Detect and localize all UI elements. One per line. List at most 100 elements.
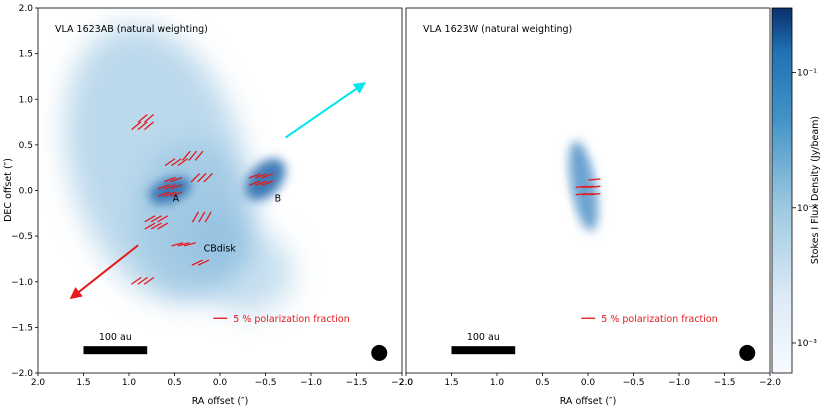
polarization-vector xyxy=(575,192,588,196)
x-tick-label: −2.0 xyxy=(759,378,781,388)
colorbar-label: Stokes I Flux Density (Jy/beam) xyxy=(810,116,821,264)
polarization-vector xyxy=(150,215,162,223)
x-tick-label: 0.0 xyxy=(213,378,228,388)
y-tick-label: 1.5 xyxy=(19,50,33,60)
polarization-vector xyxy=(157,222,169,230)
polarization-vector xyxy=(248,173,261,179)
x-tick-label: 1.5 xyxy=(76,378,90,388)
colorbar-tick-label: 10⁻³ xyxy=(797,339,817,349)
emission-blob xyxy=(179,204,252,268)
colorbar-tick-label: 10⁻¹ xyxy=(797,69,817,79)
pol-legend-label: 5 % polarization fraction xyxy=(601,314,717,325)
polarization-vector xyxy=(130,276,142,285)
polarization-vector xyxy=(588,178,601,181)
polarization-vector xyxy=(191,211,199,223)
x-tick-label: 0.5 xyxy=(535,378,549,388)
y-tick-label: 1.0 xyxy=(19,95,34,105)
polarization-vector xyxy=(144,222,156,230)
colorbar: 10⁻¹ 10⁻² 10⁻³ Stokes I Flux Density (Jy/b… xyxy=(771,7,821,374)
polarization-vector xyxy=(188,150,198,161)
polarization-vector xyxy=(197,259,210,266)
source-label: B xyxy=(275,193,282,204)
scale-bar xyxy=(451,346,516,355)
source-label: A xyxy=(173,193,180,204)
polarization-vector xyxy=(157,184,170,190)
source-label: CBdisk xyxy=(204,244,237,255)
polarization-vector xyxy=(170,176,183,183)
polarization-vector xyxy=(255,173,267,179)
emission-blob xyxy=(574,161,593,220)
polarization-vector xyxy=(164,184,176,190)
x-tick-label: 1.0 xyxy=(122,378,137,388)
polarization-vector xyxy=(197,173,207,183)
y-axis-label: DEC offset (″) xyxy=(3,158,14,222)
scale-bar-label: 100 au xyxy=(467,332,500,343)
polarization-vector xyxy=(150,222,162,230)
polarization-vector xyxy=(171,158,182,167)
panel-title: VLA 1623W (natural weighting) xyxy=(423,24,572,35)
polarization-vector xyxy=(170,184,183,190)
polarization-vector xyxy=(575,185,588,189)
x-tick-label: −2.0 xyxy=(391,378,413,388)
x-tick-label: −1.0 xyxy=(300,378,322,388)
x-axis-label: RA offset (″) xyxy=(192,396,249,407)
panel-title: VLA 1623AB (natural weighting) xyxy=(55,24,208,35)
x-tick-label: 2.0 xyxy=(31,378,46,388)
y-tick-label: 0.5 xyxy=(19,141,33,151)
polarization-vector xyxy=(144,114,155,123)
polarization-vector xyxy=(255,180,267,186)
intensity-map xyxy=(65,25,293,314)
y-tick-label: −2.0 xyxy=(11,369,33,379)
polarization-vector xyxy=(164,176,176,183)
polarization-vector xyxy=(261,180,274,186)
polarization-vector xyxy=(144,215,156,223)
polarization-vector xyxy=(198,211,206,223)
scale-bar-label: 100 au xyxy=(99,332,132,343)
colorbar-tick-label: 10⁻² xyxy=(797,204,817,214)
beam-ellipse xyxy=(371,344,388,361)
polarization-vector xyxy=(261,173,274,179)
polarization-vector xyxy=(144,121,155,131)
polarization-vector xyxy=(177,158,188,167)
x-tick-label: −1.5 xyxy=(714,378,736,388)
x-tick-label: 0.5 xyxy=(167,378,181,388)
panel-vla1623w: VLA 1623W (natural weighting) 5 % polari… xyxy=(399,7,781,407)
polarization-vector xyxy=(194,150,204,161)
polarization-vector xyxy=(181,150,191,161)
polarization-vector xyxy=(191,259,203,266)
colorbar-ticks: 10⁻¹ 10⁻² 10⁻³ xyxy=(792,69,817,349)
polarization-vector xyxy=(143,276,155,285)
polarization-vector xyxy=(137,114,148,123)
overlay-marks xyxy=(575,178,601,196)
polarization-vector xyxy=(131,121,142,131)
axes: 2.0 1.5 1.0 0.5 0.0 −0.5 −1.0 −1.5 −2.0 xyxy=(399,373,781,388)
emission-blob xyxy=(149,177,191,204)
beam-ellipse xyxy=(739,344,756,361)
x-tick-label: −1.0 xyxy=(668,378,690,388)
polarization-vector xyxy=(171,242,184,247)
x-tick-label: 1.5 xyxy=(444,378,458,388)
pol-legend-label: 5 % polarization fraction xyxy=(233,314,349,325)
polarization-vector xyxy=(204,211,212,223)
polarization-vector xyxy=(137,276,148,285)
x-axis-label: RA offset (″) xyxy=(560,396,617,407)
y-tick-label: −0.5 xyxy=(11,232,33,242)
overlay-marks: A B CBdisk xyxy=(69,82,366,300)
y-tick-label: 0.0 xyxy=(19,187,34,197)
y-tick-label: −1.5 xyxy=(11,323,33,333)
polarization-vector xyxy=(203,173,213,183)
polarization-vector xyxy=(190,173,201,183)
y-tick-label: 2.0 xyxy=(19,4,34,14)
polarization-vector xyxy=(164,191,176,197)
axes: 2.0 2.0 1.5 1.5 1.0 1.0 0.5 0.5 0.0 0.0 −0.5 −0.5 −1… xyxy=(11,4,413,388)
polarization-vector xyxy=(157,215,169,223)
intensity-map xyxy=(569,141,598,231)
polarization-vector xyxy=(177,242,190,247)
x-tick-label: 1.0 xyxy=(490,378,505,388)
polarization-vector xyxy=(248,180,261,186)
x-tick-label: −0.5 xyxy=(623,378,645,388)
outflow-arrow xyxy=(284,82,366,139)
x-tick-label: 0.0 xyxy=(581,378,596,388)
